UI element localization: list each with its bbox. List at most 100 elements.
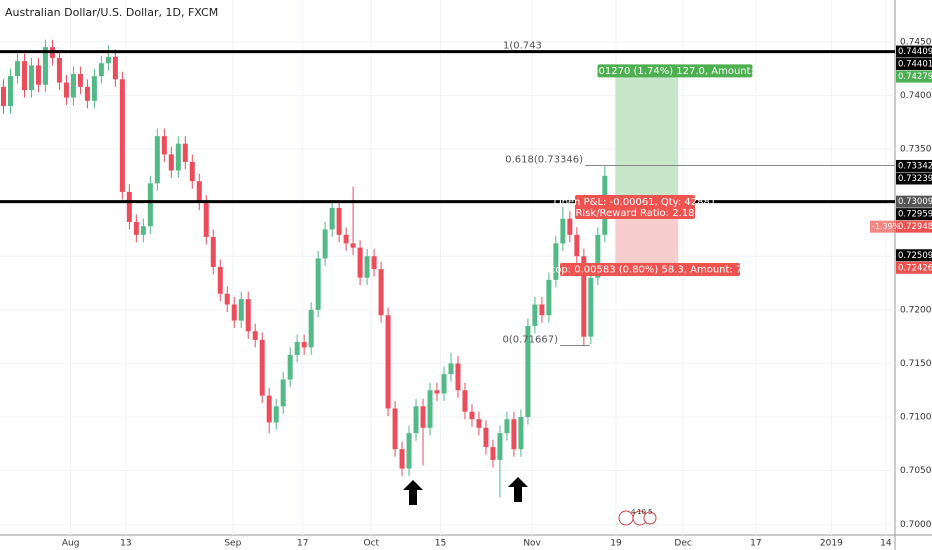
candle-body — [280, 379, 286, 407]
candle-body — [287, 354, 293, 380]
price-label-text: 0.72959 — [898, 210, 932, 220]
y-tick-label: 0.70000 — [900, 520, 932, 530]
candle-body — [343, 234, 349, 244]
candle-body — [196, 181, 202, 203]
candle-body — [245, 299, 251, 332]
x-tick-label: Aug — [62, 539, 80, 549]
candle-body — [357, 247, 363, 278]
price-label: 0.73009 — [896, 195, 932, 208]
price-label-bg — [896, 195, 932, 208]
arrow — [508, 477, 528, 502]
candle-body — [98, 63, 104, 77]
candle-body — [581, 256, 587, 337]
price-label-text: 0.74409 — [898, 47, 932, 57]
price-label-bg — [896, 220, 932, 233]
candle-body — [63, 82, 69, 98]
candle-body — [217, 266, 223, 294]
rr-label: Risk/Reward Ratio: 2.18 — [575, 208, 694, 219]
candle-body — [413, 406, 419, 434]
candle-body — [588, 277, 594, 337]
candle-body — [350, 243, 356, 248]
candle-body — [378, 269, 384, 316]
candle-body — [546, 279, 552, 316]
candle-body — [560, 218, 566, 244]
candle-body — [511, 419, 517, 450]
stop-label: Stop: 0.00583 (0.80%) 58.3, Amount: 750 — [545, 265, 755, 276]
candle-body — [77, 73, 83, 87]
candle-body — [147, 183, 153, 227]
candle-body — [420, 406, 426, 428]
candle-body — [189, 161, 195, 182]
candle-body — [175, 143, 181, 171]
candle-body — [42, 47, 48, 85]
price-label-bg — [896, 159, 932, 172]
candle-body — [7, 76, 13, 107]
candle-body — [224, 293, 230, 305]
candle-body — [427, 390, 433, 428]
price-label: 0.73342 — [896, 159, 932, 172]
candle-body — [70, 73, 76, 98]
candle-body — [371, 256, 377, 270]
price-label-bg — [896, 58, 932, 71]
event-count: 10 — [637, 508, 646, 516]
pnl-label: Open P&L: -0.00061, Qty: 42881 — [554, 197, 717, 208]
candle-body — [329, 207, 335, 230]
stop-label-bg — [560, 263, 740, 277]
x-tick-label: 13 — [120, 539, 131, 549]
candle-body — [399, 449, 405, 469]
price-label: 0.74279 — [896, 70, 932, 83]
x-tick-label: Sep — [224, 539, 241, 549]
price-label-text: 0.73342 — [898, 161, 932, 171]
price-label-prefix: -1.39% — [872, 222, 901, 231]
candle-body — [105, 56, 111, 64]
candle-body — [301, 342, 307, 348]
candle-body — [434, 390, 440, 394]
candle-body — [21, 61, 27, 91]
arrow — [403, 480, 423, 505]
plot: 1(0.743 0.618(0.73346) 0(0.71667) Target: 0… — [0, 0, 895, 535]
candle-body — [448, 363, 454, 375]
candle-body — [252, 331, 258, 340]
x-tick-label: 14 — [880, 539, 892, 549]
candle-body — [553, 243, 559, 280]
event-count: 4 — [631, 508, 636, 516]
candle-body — [154, 136, 160, 184]
price-label-text: 0.73009 — [898, 197, 932, 207]
x-tick-label: 19 — [610, 539, 622, 549]
target-label: Target: 0.01270 (1.74%) 127.0, Amount: 1… — [551, 66, 799, 77]
candle-body — [182, 143, 188, 162]
fib-label: 0.618(0.73346) — [505, 155, 583, 166]
candle-body — [315, 258, 321, 310]
candle-body — [112, 56, 118, 80]
candle-body — [91, 76, 97, 101]
candle-body — [266, 395, 272, 423]
target-zone — [615, 70, 679, 208]
candle-body — [231, 304, 237, 321]
candle-body — [119, 79, 125, 192]
x-tick-label: Nov — [523, 539, 541, 549]
candle-body — [595, 234, 601, 278]
x-tick-label: Oct — [364, 539, 380, 549]
candle-body — [273, 406, 279, 423]
candle-body — [441, 374, 447, 394]
candle-body — [364, 256, 370, 278]
price-label: 0.72509 — [896, 249, 932, 262]
event-count: 5 — [648, 508, 652, 516]
price-label-text: 0.72426 — [898, 263, 932, 273]
price-label-text: 0.72509 — [898, 251, 932, 261]
price-label-text: 0.74401 — [898, 60, 932, 70]
candle-body — [497, 433, 503, 460]
candle-body — [28, 65, 34, 91]
candle-body — [385, 315, 391, 409]
price-label-bg — [870, 220, 897, 233]
candle-body — [126, 191, 132, 222]
candle-body — [518, 417, 524, 450]
candle-body — [476, 419, 482, 428]
price-label-bg — [896, 45, 932, 58]
